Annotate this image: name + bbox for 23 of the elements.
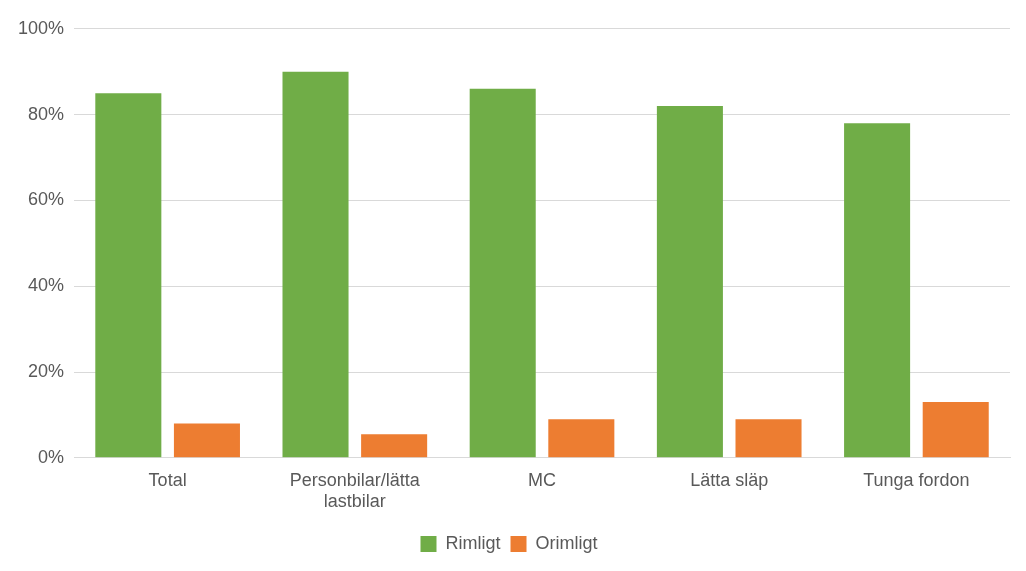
legend-label: Rimligt [445, 532, 501, 553]
x-tick-label: Personbilar/lätta lastbilar [289, 469, 421, 512]
legend-label: Orimligt [535, 532, 598, 553]
x-tick-label: MC [528, 469, 557, 490]
x-tick-label: Total [148, 469, 187, 490]
x-tick-label: Tunga fordon [863, 469, 970, 490]
y-tick-label: 20% [28, 360, 65, 381]
y-tick-label: 0% [38, 446, 65, 467]
bar [922, 402, 989, 458]
bar [361, 434, 428, 458]
bar [282, 71, 349, 458]
y-tick-label: 60% [28, 189, 65, 210]
bar [173, 423, 240, 458]
bar [844, 123, 911, 458]
bar [735, 419, 802, 458]
bar [469, 88, 536, 458]
bar [548, 419, 615, 458]
y-tick-label: 100% [17, 17, 65, 38]
bar [656, 106, 723, 458]
y-tick-label: 40% [28, 275, 65, 296]
y-tick-label: 80% [28, 103, 65, 124]
x-tick-label: Lätta släp [690, 469, 769, 490]
bar [95, 93, 162, 458]
